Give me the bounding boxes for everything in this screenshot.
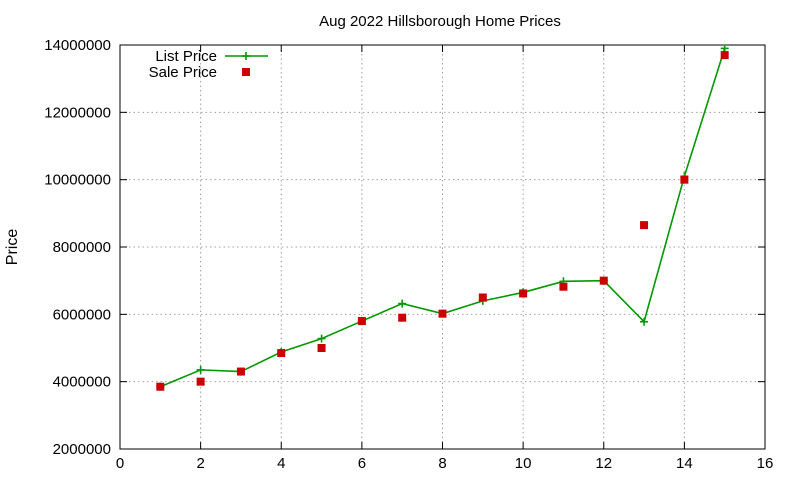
x-tick-label: 0 [116, 455, 124, 472]
legend-label-sale-price: Sale Price [149, 64, 217, 81]
x-tick-label: 8 [438, 455, 446, 472]
y-axis-label: Price [4, 229, 21, 266]
x-tick-label: 2 [196, 455, 204, 472]
y-tick-label: 2000000 [53, 441, 111, 458]
sale-price-point [317, 344, 326, 352]
list-price-point [196, 365, 205, 374]
x-tick-label: 16 [757, 455, 774, 472]
x-tick-label: 4 [277, 455, 285, 472]
chart-title: Aug 2022 Hillsborough Home Prices [319, 13, 561, 30]
grid-lines [120, 45, 765, 449]
sale-price-point [640, 221, 649, 230]
sale-price-point [357, 317, 366, 326]
y-tick-label: 4000000 [53, 374, 111, 391]
sale-price-point [720, 51, 729, 60]
sale-price-point [438, 309, 447, 318]
sale-price-point [680, 175, 689, 184]
sale-price-point [277, 349, 286, 358]
sale-price-point [398, 313, 407, 322]
legend: List Price Sale Price [149, 48, 268, 81]
legend-sample-sale-price-marker [242, 68, 250, 76]
list-price-point [640, 317, 649, 326]
sale-price-point [196, 377, 205, 386]
legend-sample-list-price-marker [242, 52, 250, 60]
y-tick-label: 12000000 [44, 104, 111, 121]
data-series [156, 44, 729, 391]
plot-frame [119, 44, 766, 450]
sale-price-point [478, 293, 487, 302]
x-tick-label: 12 [595, 455, 612, 472]
sale-price-point [559, 282, 568, 291]
list-price-point [720, 44, 729, 53]
y-tick-label: 10000000 [44, 172, 111, 189]
sale-price-point [236, 367, 245, 376]
list-price-point [398, 299, 407, 308]
sale-price-point [519, 289, 528, 298]
y-tick-label: 8000000 [53, 239, 111, 256]
x-tick-label: 10 [515, 455, 532, 472]
y-tick-label: 14000000 [44, 37, 111, 54]
sale-price-point [599, 276, 608, 285]
axis-ticks: 0 2 4 6 8 10 12 14 16 2000000 4000000 6000000 800000… [44, 37, 773, 472]
x-tick-label: 14 [676, 455, 693, 472]
sale-price-point [156, 382, 165, 391]
y-tick-label: 6000000 [53, 306, 111, 323]
list-price-point [317, 334, 326, 343]
legend-label-list-price: List Price [155, 48, 217, 65]
x-tick-label: 6 [358, 455, 366, 472]
